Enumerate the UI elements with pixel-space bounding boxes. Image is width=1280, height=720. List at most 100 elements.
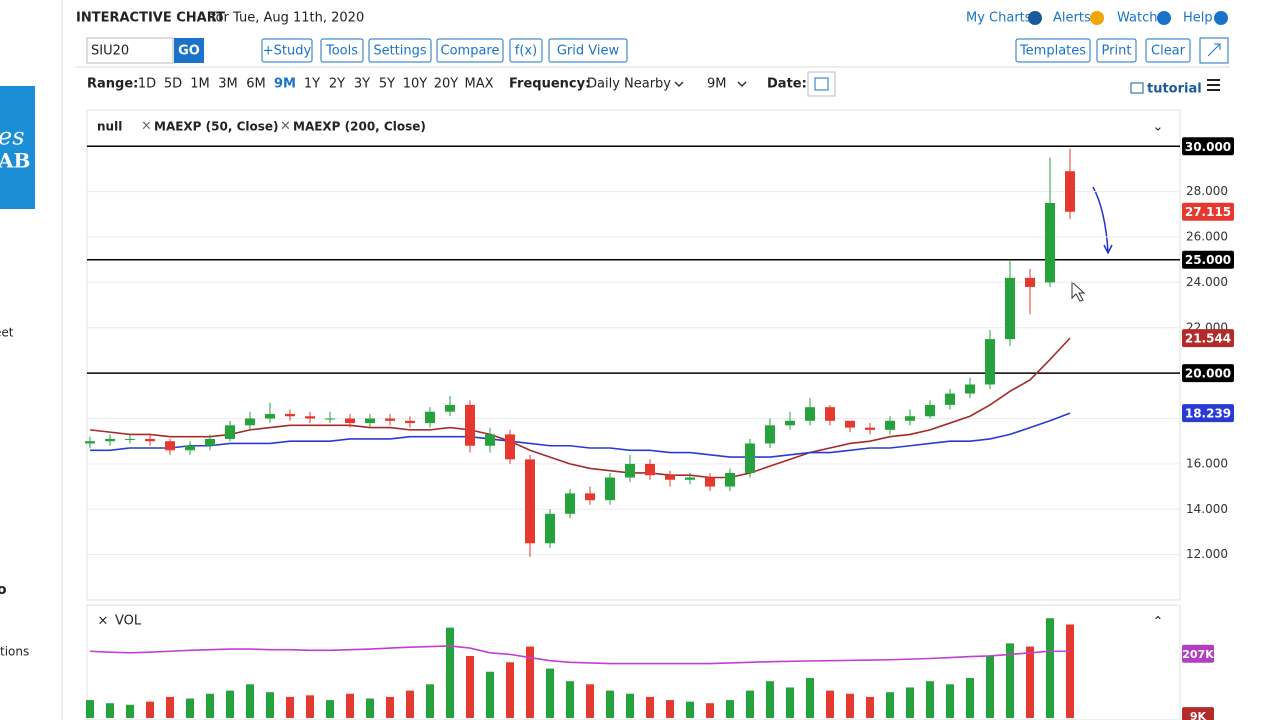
menu-icon[interactable]: [1207, 79, 1220, 91]
volume-bar: [1026, 646, 1034, 718]
ma-label-box: [1182, 404, 1234, 423]
calendar-button[interactable]: [807, 71, 836, 97]
link-icon: [1090, 11, 1104, 25]
range-option[interactable]: 1D: [138, 77, 156, 92]
range-option[interactable]: 6M: [246, 77, 266, 92]
toolbar-button-text: Grid View: [557, 44, 620, 59]
toolbar-button[interactable]: [368, 38, 432, 63]
candle-body: [845, 420, 855, 428]
tutorial-link[interactable]: tutorial: [1147, 82, 1202, 97]
candle-body: [405, 420, 415, 424]
volume-bar: [766, 681, 774, 718]
candle-body: [305, 416, 315, 419]
logo-box: [0, 86, 35, 209]
volume-bar: [726, 700, 734, 718]
toolbar-button-text: Compare: [441, 44, 500, 59]
candle-body: [765, 425, 775, 444]
candle-body: [885, 420, 895, 430]
volume-bar: [146, 701, 154, 718]
range-option[interactable]: 5Y: [379, 77, 395, 92]
volume-bar: [206, 693, 214, 718]
header-link[interactable]: Help: [1183, 11, 1213, 26]
candle-body: [945, 393, 955, 405]
legend-remove[interactable]: ×: [141, 119, 152, 134]
hline-label-box: [1182, 364, 1234, 383]
y-tick-label: 28.000: [1186, 184, 1228, 198]
symbol-input[interactable]: [86, 37, 174, 64]
last-price-label-box: [1182, 202, 1234, 221]
range-option[interactable]: 10Y: [403, 77, 428, 92]
range-option[interactable]: 1Y: [304, 77, 320, 92]
volume-bar: [986, 655, 994, 718]
range-option[interactable]: 20Y: [434, 77, 459, 92]
candle-body: [1025, 277, 1035, 287]
candle-body: [445, 404, 455, 412]
range-option[interactable]: MAX: [464, 77, 493, 92]
hline-label-box: [1182, 250, 1234, 269]
ma-label: 18.239: [1185, 407, 1231, 421]
candle-body: [285, 413, 295, 417]
candle-body: [485, 434, 495, 446]
volume-average-line: [89, 645, 1070, 665]
header-link[interactable]: My Charts: [966, 11, 1032, 26]
range-option[interactable]: 2Y: [329, 77, 345, 92]
volume-bar: [786, 687, 794, 718]
header-link[interactable]: Alerts: [1053, 11, 1091, 26]
candle-body: [705, 477, 715, 487]
page-date: for Tue, Aug 11th, 2020: [211, 11, 364, 26]
drawing-arrow: [1092, 186, 1113, 255]
candle-body: [385, 418, 395, 421]
link-icon: [1028, 11, 1042, 25]
legend-remove[interactable]: ×: [280, 119, 291, 134]
hline-label: 20.000: [1185, 367, 1231, 381]
toolbar-button-text: Templates: [1019, 44, 1086, 59]
close-icon[interactable]: ×: [98, 614, 109, 629]
candle-body: [165, 441, 175, 451]
header-link[interactable]: Watch: [1117, 11, 1157, 26]
volume-tick-label: 9K: [1190, 710, 1207, 720]
frequency-select[interactable]: Daily Nearby: [587, 77, 671, 92]
chevron: [737, 81, 747, 88]
tutorial-icon: [1130, 82, 1144, 94]
volume-tick-box: [1182, 644, 1214, 663]
toolbar-button[interactable]: [261, 38, 313, 63]
toolbar-button[interactable]: [548, 38, 628, 63]
volume-bar: [226, 690, 234, 718]
candle-body: [1005, 277, 1015, 340]
period-select[interactable]: 9M: [707, 77, 727, 92]
volume-bar: [126, 704, 134, 718]
toolbar-button[interactable]: [1015, 38, 1091, 63]
volume-bar: [746, 690, 754, 718]
candle-body: [325, 418, 335, 420]
go-button[interactable]: [174, 38, 204, 63]
toolbar-button[interactable]: [1096, 38, 1137, 63]
candle-body: [265, 413, 275, 419]
toolbar-button[interactable]: [509, 38, 543, 63]
expand-icon: [1207, 43, 1221, 57]
range-option[interactable]: 1M: [190, 77, 210, 92]
candle-body: [365, 418, 375, 424]
toolbar-button[interactable]: [436, 38, 504, 63]
candle-body: [105, 438, 115, 442]
volume-bar: [106, 703, 114, 718]
range-option[interactable]: 5D: [164, 77, 182, 92]
range-option[interactable]: 3M: [218, 77, 238, 92]
volume-bar: [566, 681, 574, 718]
volume-bar: [166, 696, 174, 718]
collapse-icon[interactable]: ⌄: [1153, 120, 1164, 135]
candle-body: [965, 384, 975, 394]
toolbar-button[interactable]: [1145, 38, 1191, 63]
volume-bar: [326, 700, 334, 718]
calendar-icon: [814, 77, 829, 91]
candle-body: [345, 418, 355, 424]
candle-body: [925, 404, 935, 417]
volume-bar: [606, 690, 614, 718]
volume-bar: [426, 684, 434, 718]
last-price-label: 27.115: [1185, 205, 1231, 219]
range-option[interactable]: 3Y: [354, 77, 370, 92]
legend-remove[interactable]: ×: [280, 119, 291, 134]
collapse-icon[interactable]: ⌃: [1153, 615, 1164, 630]
toolbar-button[interactable]: [320, 38, 364, 63]
volume-bar: [886, 692, 894, 718]
range-option[interactable]: 9M: [274, 77, 296, 92]
